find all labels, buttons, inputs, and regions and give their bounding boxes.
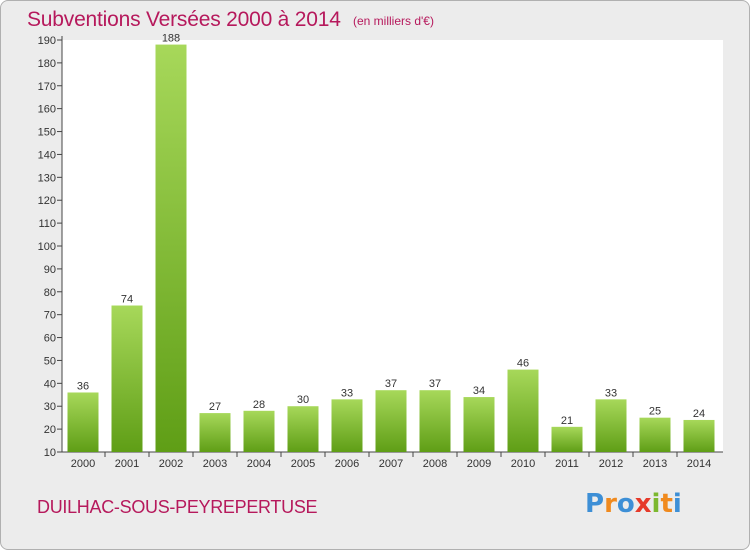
x-tick-label: 2005 [291,458,315,470]
bar [287,406,319,452]
x-tick-label: 2001 [115,458,139,470]
logo-letter: r [604,489,617,519]
x-tick-label: 2012 [599,458,623,470]
x-tick-label: 2009 [467,458,491,470]
x-tick-label: 2004 [247,458,271,470]
y-tick-label: 60 [44,333,56,345]
x-tick-label: 2006 [335,458,359,470]
x-tick-label: 2014 [687,458,711,470]
bar-value-label: 37 [429,378,441,390]
logo-letter: P [585,489,605,519]
y-tick-label: 140 [38,149,56,161]
bar [243,410,275,452]
x-tick-label: 2003 [203,458,227,470]
x-tick-label: 2011 [555,458,579,470]
bar-value-label: 46 [517,358,529,370]
y-tick-label: 10 [44,447,56,459]
bar [419,390,451,452]
y-tick-label: 100 [38,241,56,253]
bar [67,392,99,452]
y-tick-label: 90 [44,264,56,276]
x-tick-label: 2010 [511,458,535,470]
y-tick-label: 160 [38,104,56,116]
bar [463,397,495,452]
chart-title: Subventions Versées 2000 à 2014 [27,8,341,31]
bar [331,399,363,452]
y-tick-label: 30 [44,401,56,413]
proxiti-logo[interactable]: Proxiti [585,489,682,519]
bar [375,390,407,452]
bar-value-label: 30 [297,394,309,406]
bar-value-label: 36 [77,380,89,392]
bar [199,413,231,452]
bars: 36 74 188 27 28 30 33 37 37 34 46 21 33 25 24 [67,33,715,452]
bar-value-label: 21 [561,415,573,427]
logo-letter: x [634,489,652,519]
y-tick-label: 50 [44,355,56,367]
y-tick-label: 110 [38,218,56,230]
bar-value-label: 27 [209,401,221,413]
commune-name: DUILHAC-SOUS-PEYREPERTUSE [37,497,318,517]
logo-letter: i [672,489,682,519]
y-tick-label: 70 [44,310,56,322]
y-tick-label: 20 [44,424,56,436]
x-axis: 2000 2001 2002 2003 2004 2005 2006 2007 2008 2009… [62,451,723,470]
x-tick-label: 2002 [159,458,183,470]
logo-letter: o [616,489,635,519]
y-tick-label: 150 [38,127,56,139]
bar-value-label: 74 [121,294,133,306]
bar-value-label: 188 [162,33,180,45]
bar-value-label: 24 [693,408,705,420]
bar [507,369,539,452]
bar-value-label: 34 [473,385,485,397]
y-tick-label: 120 [38,195,56,207]
x-tick-label: 2013 [643,458,667,470]
x-tick-label: 2000 [71,458,95,470]
bar [111,305,143,452]
bar-value-label: 33 [341,387,353,399]
bar-value-label: 28 [253,399,265,411]
y-tick-label: 130 [38,172,56,184]
bar [639,417,671,452]
bar [683,419,715,452]
bar-value-label: 25 [649,406,661,418]
unit-note: (en milliers d'€) [353,14,434,28]
bar-value-label: 37 [385,378,397,390]
x-tick-label: 2008 [423,458,447,470]
y-tick-label: 170 [38,81,56,93]
bar [595,399,627,452]
x-tick-label: 2007 [379,458,403,470]
bar [155,44,187,452]
logo-letter: t [660,489,673,519]
bar-value-label: 33 [605,387,617,399]
logo-letter: i [651,489,661,519]
y-tick-label: 190 [38,35,56,47]
y-axis: 10 20 30 40 50 60 70 80 90 100 110 120 130 140 150 160 1… [38,35,63,459]
y-tick-label: 180 [38,58,56,70]
y-tick-label: 40 [44,378,56,390]
bar [551,426,583,452]
y-tick-label: 80 [44,287,56,299]
